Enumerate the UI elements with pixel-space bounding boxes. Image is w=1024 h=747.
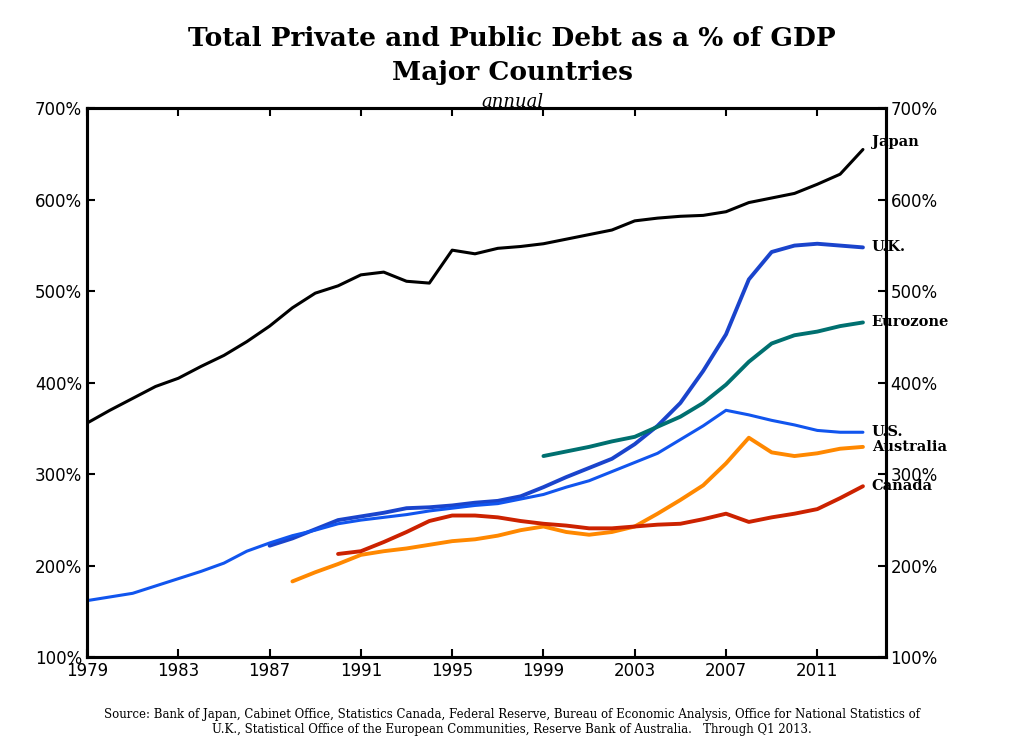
Text: Source: Bank of Japan, Cabinet Office, Statistics Canada, Federal Reserve, Burea: Source: Bank of Japan, Cabinet Office, S…	[104, 708, 920, 736]
Text: Total Private and Public Debt as a % of GDP: Total Private and Public Debt as a % of …	[188, 26, 836, 51]
Text: U.S.: U.S.	[871, 425, 903, 439]
Text: Eurozone: Eurozone	[871, 315, 949, 329]
Text: Australia: Australia	[871, 440, 946, 454]
Text: Canada: Canada	[871, 480, 933, 493]
Text: Major Countries: Major Countries	[391, 60, 633, 84]
Text: annual: annual	[481, 93, 543, 111]
Text: U.K.: U.K.	[871, 241, 905, 255]
Text: Japan: Japan	[871, 135, 919, 149]
